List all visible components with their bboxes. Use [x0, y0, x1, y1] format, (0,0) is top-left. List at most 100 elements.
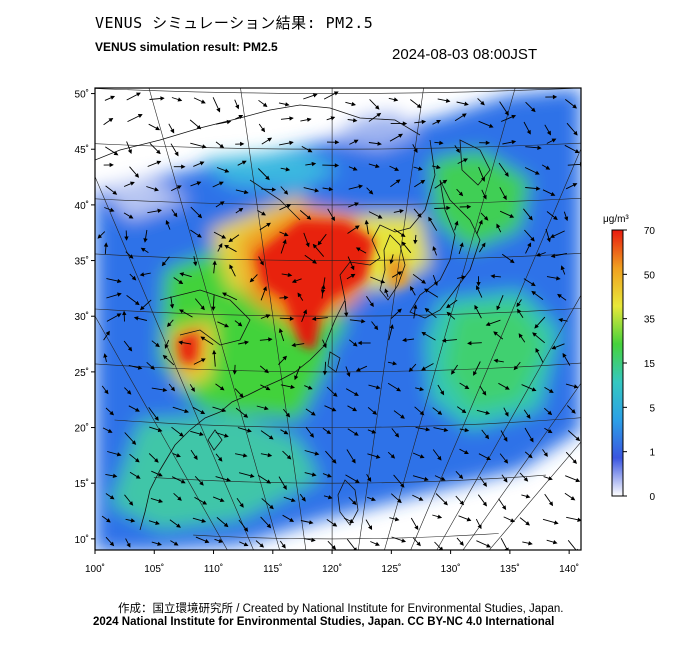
- wind-arrow: [455, 495, 465, 506]
- wind-arrow: [143, 229, 148, 243]
- wind-arrow: [148, 520, 160, 525]
- wind-arrow: [236, 497, 244, 508]
- wind-arrow: [414, 179, 426, 188]
- wind-arrow: [129, 453, 140, 463]
- wind-arrow: [390, 308, 402, 319]
- wind-arrow: [294, 365, 301, 381]
- wind-arrow: [300, 117, 312, 122]
- wind-arrow: [546, 138, 557, 144]
- parallel-line: [95, 253, 581, 261]
- wind-arrow: [393, 474, 405, 488]
- wind-arrow: [168, 123, 175, 134]
- lat-tick-label: 45˚: [75, 144, 89, 156]
- colorbar-gradient: [612, 230, 623, 496]
- wind-arrow: [391, 536, 407, 543]
- wind-arrow: [565, 183, 578, 190]
- wind-arrow: [544, 407, 553, 416]
- wind-arrow: [368, 112, 382, 122]
- wind-arrow: [477, 98, 485, 106]
- wind-arrow: [387, 361, 398, 366]
- wind-arrow: [346, 273, 356, 280]
- wind-arrow: [347, 428, 359, 436]
- wind-arrow: [261, 187, 277, 192]
- wind-arrow: [499, 187, 507, 201]
- wind-arrow: [238, 519, 249, 532]
- wind-arrow: [412, 144, 418, 153]
- graticule-lines: [95, 88, 581, 550]
- wind-arrow: [278, 102, 290, 107]
- colorbar-tick-label: 5: [649, 403, 655, 414]
- wind-arrow: [434, 179, 448, 189]
- wind-arrow: [126, 92, 141, 101]
- latitude-axis: 10˚ 15˚ 20˚ 25˚ 30˚ 35˚ 40˚ 45˚ 50˚: [75, 89, 95, 546]
- wind-arrow: [410, 517, 419, 531]
- wind-arrow: [459, 448, 469, 455]
- wind-arrow: [390, 121, 408, 126]
- parallel-line: [95, 88, 581, 94]
- wind-arrow: [437, 384, 445, 396]
- colorbar-unit: μg/m³: [603, 214, 629, 225]
- wind-arrow: [149, 142, 161, 155]
- wind-arrow: [161, 256, 170, 267]
- wind-arrow: [476, 285, 483, 298]
- wind-arrow: [105, 407, 115, 416]
- wind-arrow: [345, 474, 360, 484]
- wind-arrow: [478, 120, 494, 128]
- wind-arrow: [414, 406, 425, 416]
- wind-arrow: [211, 295, 216, 311]
- wind-arrow: [367, 496, 376, 502]
- wind-arrow: [476, 276, 481, 287]
- wind-arrow: [566, 122, 578, 136]
- wind-arrow: [566, 405, 576, 414]
- wind-arrow: [282, 514, 295, 522]
- wind-arrow: [124, 230, 129, 241]
- wind-arrow: [323, 91, 339, 100]
- wind-arrow: [521, 384, 537, 392]
- wind-arrow: [541, 164, 551, 170]
- wind-arrow: [258, 256, 264, 266]
- wind-arrow: [235, 141, 245, 147]
- wind-arrow: [366, 296, 374, 308]
- wind-arrow: [304, 254, 317, 264]
- lat-tick-label: 35˚: [75, 256, 89, 268]
- wind-arrow: [413, 304, 418, 319]
- wind-arrow: [221, 292, 238, 301]
- wind-arrow: [215, 453, 223, 462]
- lat-tick-label: 25˚: [75, 367, 89, 379]
- wind-arrow: [103, 162, 114, 168]
- wind-arrow: [525, 242, 532, 254]
- wind-arrow: [432, 246, 438, 256]
- parallel-line: [114, 417, 581, 428]
- wind-arrow: [516, 299, 522, 308]
- wind-arrow: [105, 473, 118, 478]
- wind-arrow: [297, 292, 304, 301]
- wind-arrow: [190, 181, 202, 187]
- wind-arrow: [105, 536, 115, 547]
- wind-arrow: [479, 385, 487, 396]
- wind-arrow: [257, 210, 266, 216]
- wind-arrow: [347, 225, 360, 234]
- wind-arrow: [193, 97, 206, 104]
- longitude-axis: 100˚ 105˚ 110˚ 115˚ 120˚ 125˚ 130˚ 135˚ 140˚: [85, 550, 579, 575]
- wind-arrow: [524, 229, 535, 242]
- wind-arrow: [260, 384, 271, 391]
- wind-arrow: [424, 288, 439, 298]
- wind-arrow: [169, 296, 175, 309]
- wind-arrow: [348, 496, 357, 506]
- wind-arrow: [434, 140, 444, 146]
- wind-arrow: [192, 517, 207, 523]
- wind-arrow: [437, 98, 451, 103]
- wind-arrow: [237, 160, 247, 166]
- wind-arrow: [366, 473, 372, 482]
- wind-arrow: [500, 430, 508, 442]
- wind-arrow: [259, 337, 273, 342]
- wind-arrow: [368, 141, 382, 146]
- wind-arrow: [476, 219, 483, 235]
- wind-arrow: [496, 223, 502, 233]
- wind-arrow: [566, 516, 581, 522]
- colorbar-fill: [612, 230, 623, 496]
- wind-arrow: [357, 340, 371, 346]
- wind-arrow: [190, 430, 204, 436]
- wind-arrow: [389, 133, 403, 142]
